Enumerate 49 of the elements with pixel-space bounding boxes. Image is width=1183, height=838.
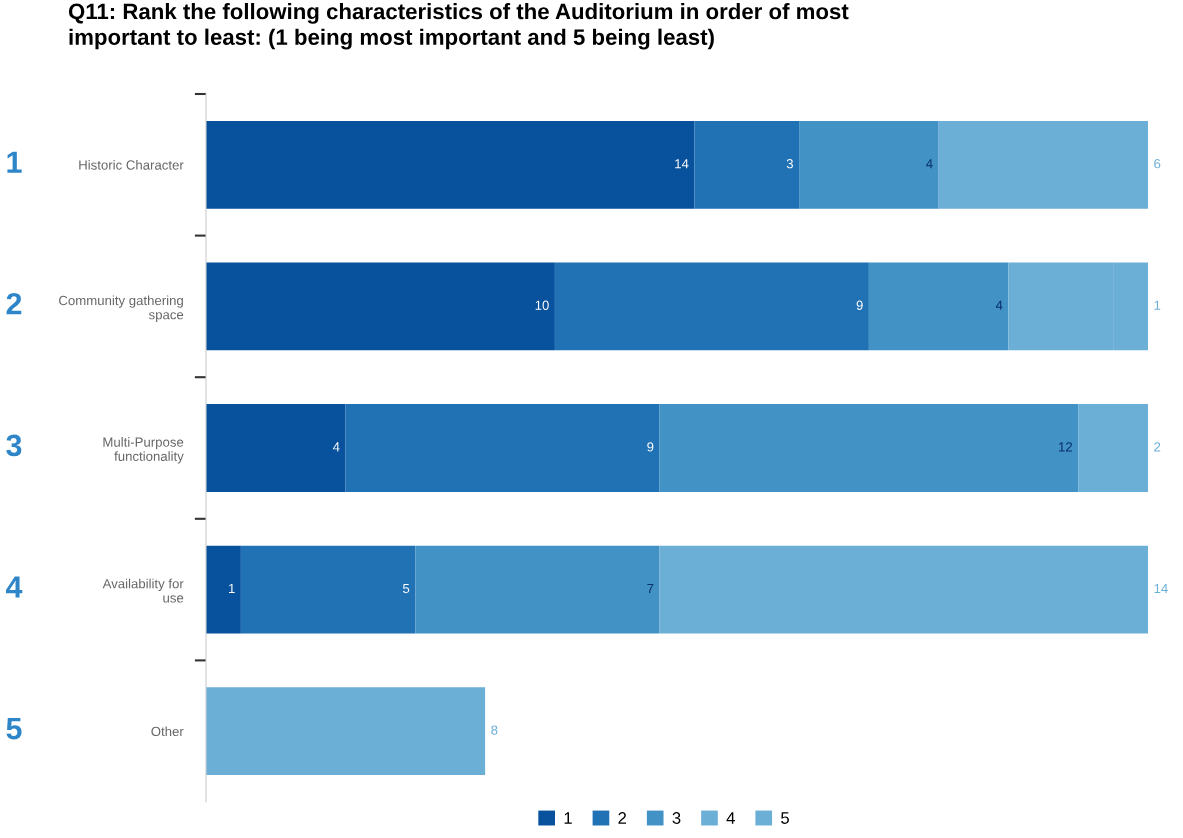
bar — [659, 545, 1148, 634]
text: 1 — [7, 151, 22, 173]
data-label: 9 — [856, 300, 863, 310]
data-label: 4 — [926, 159, 933, 169]
bar — [868, 262, 1009, 351]
bar — [1078, 404, 1148, 492]
legend-label: 5 — [781, 812, 789, 824]
text: 3 — [6, 434, 22, 457]
text: 4 — [5, 576, 23, 598]
bar — [415, 545, 660, 634]
bar — [240, 545, 416, 634]
bar — [345, 404, 660, 492]
bar — [694, 120, 800, 209]
chart-title: Q11: Rank the following characteristics of the Auditorium in order of most important to least: (1 being most important and 5 being least) — [68, 3, 849, 50]
data-label: 14 — [1154, 583, 1168, 594]
legend-label: 4 — [726, 812, 735, 824]
data-label: 4 — [332, 442, 340, 452]
bar — [206, 262, 555, 351]
legend-label: 2 — [618, 812, 627, 824]
data-label: 1 — [1154, 300, 1161, 310]
data-label: 3 — [786, 159, 793, 169]
y-tick-label: Historic Character — [79, 160, 184, 170]
text: 5 — [6, 718, 22, 740]
data-label: 12 — [1059, 442, 1073, 452]
data-label: 2 — [1154, 442, 1161, 452]
y-tick-label: Multi-Purpose functionality — [103, 437, 184, 464]
bar — [554, 262, 869, 351]
bar — [659, 404, 1079, 492]
bar — [799, 120, 939, 209]
bar — [206, 120, 695, 209]
data-label: 7 — [647, 583, 654, 594]
text: 2 — [6, 292, 22, 315]
data-label: 10 — [535, 300, 549, 310]
data-label: 5 — [402, 583, 410, 594]
data-label: 8 — [491, 725, 498, 735]
bar — [206, 687, 486, 776]
data-label: 14 — [675, 159, 689, 169]
data-label: 4 — [995, 300, 1003, 310]
y-tick-label: Availability for use — [102, 578, 184, 603]
data-label: 6 — [1154, 159, 1161, 169]
legend-label: 3 — [672, 812, 681, 824]
bar — [938, 120, 1148, 209]
data-label: 9 — [647, 442, 654, 452]
bar — [206, 404, 346, 492]
legend-label: 1 — [564, 812, 572, 824]
y-tick-label: Community gathering space — [59, 295, 184, 322]
data-label: 1 — [229, 583, 235, 594]
y-tick-label: Other — [151, 726, 184, 737]
bar — [206, 545, 241, 634]
